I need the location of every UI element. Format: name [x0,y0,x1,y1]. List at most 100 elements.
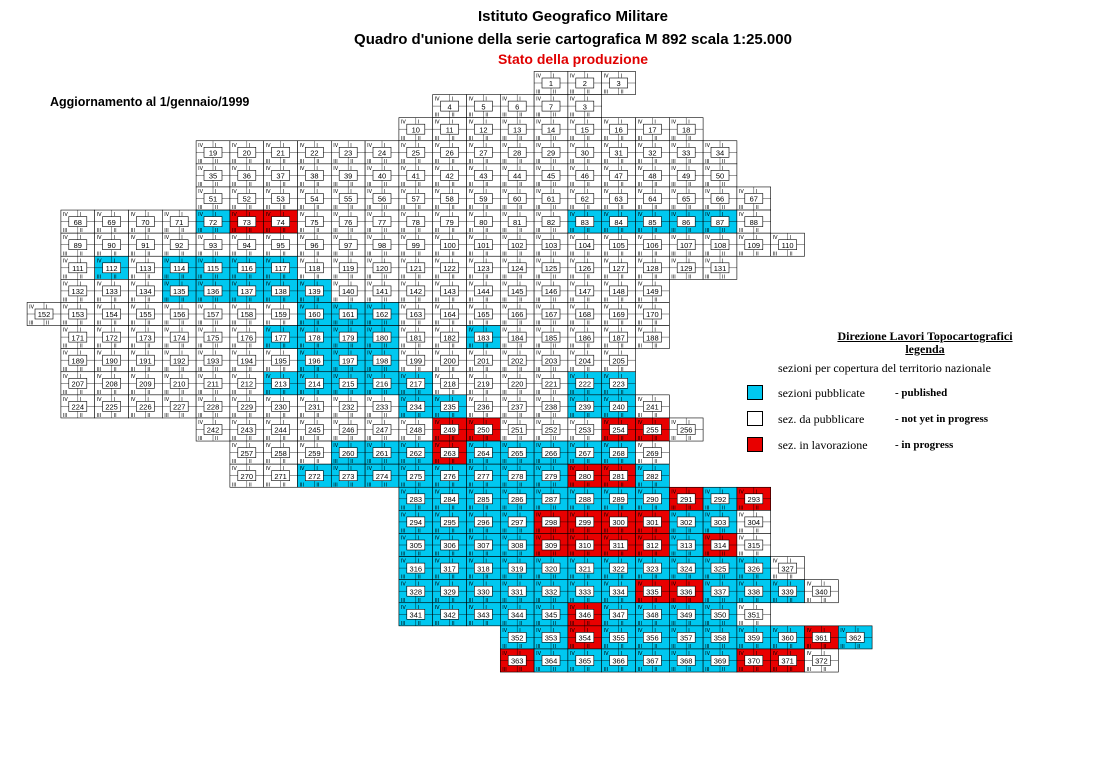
sheet-number: 281 [612,472,625,481]
quadrant-label: II [553,228,556,234]
quadrant-label: II [418,251,421,257]
sheet-number: 127 [612,264,625,273]
quadrant-label: III [604,667,608,673]
quadrant-label: II [181,274,184,280]
sheet-number: 106 [646,241,659,250]
sheet-number-box [440,216,459,227]
quadrant-label: IV [502,328,507,334]
quadrant-label: III [232,367,236,373]
quadrant-label: IV [570,628,575,634]
sheet-number: 309 [545,541,558,550]
sheet-number-box [136,308,155,320]
quadrant-label: IV [63,328,68,334]
quadrant-label: IV [671,120,676,126]
sheet-number: 43 [479,172,487,181]
sheet-number: 358 [714,634,727,643]
quadrant-label: III [266,274,270,280]
quadrant-label: I [114,304,115,310]
quadrant-label: II [384,344,387,350]
quadrant-label: II [452,344,455,350]
sheet-number: 131 [714,264,727,273]
quadrant-label: IV [198,143,203,149]
quadrant-label: III [536,274,540,280]
quadrant-label: I [485,120,486,126]
quadrant-label: IV [638,512,643,518]
sheet-number-box [541,77,561,89]
quadrant-label: III [164,390,168,396]
sheet-number: 44 [513,172,521,181]
sheet-number: 362 [849,634,862,643]
sheet-number-box [676,262,696,274]
quadrant-label: II [722,182,725,188]
sheet-number-box [406,331,426,343]
sheet-number-box [406,262,426,274]
sheet-number: 190 [105,356,118,365]
sheet-number-box [507,285,527,297]
quadrant-label: III [198,390,202,396]
quadrant-label: III [604,228,608,234]
quadrant-label: I [688,120,689,126]
quadrant-label: I [587,120,588,126]
quadrant-label: IV [671,420,676,426]
quadrant-label: II [114,228,117,234]
quadrant-label: IV [502,535,507,541]
quadrant-label: IV [570,73,575,79]
quadrant-label: IV [401,374,406,380]
sheet-number-box [507,123,527,135]
quadrant-label: I [316,258,317,264]
sheet-number: 364 [545,657,558,666]
quadrant-label: I [114,351,115,357]
quadrant-label: IV [266,212,271,218]
quadrant-label: III [131,274,135,280]
quadrant-label: III [604,297,608,303]
quadrant-label: I [418,351,419,357]
quadrant-label: II [384,367,387,373]
sheet-number: 60 [513,195,521,204]
quadrant-label: IV [97,304,102,310]
sheet-number-box [643,147,662,158]
sheet-number: 48 [648,172,656,181]
sheet-number-box [474,193,493,204]
sheet-number: 82 [547,218,555,227]
quadrant-label: III [502,344,506,350]
quadrant-label: IV [502,235,507,241]
sheet-number-box [474,100,493,112]
quadrant-label: I [418,328,419,334]
quadrant-label: III [570,251,574,257]
quadrant-label: III [469,113,473,119]
quadrant-label: II [756,228,759,234]
sheet-number-box [609,331,628,343]
sheet-number: 123 [477,264,490,273]
sheet-number: 135 [173,287,186,296]
quadrant-label: IV [739,489,744,495]
sheet-number-box [102,285,121,297]
sheet-number: 302 [680,518,693,527]
quadrant-label: IV [401,166,406,172]
sheet-number: 195 [274,356,287,365]
quadrant-label: IV [604,582,609,588]
sheet-number: 197 [342,356,355,365]
quadrant-label: III [232,159,236,165]
quadrant-label: II [519,274,522,280]
quadrant-label: I [215,304,216,310]
quadrant-label: IV [570,351,575,357]
sheet-number: 310 [579,541,592,550]
quadrant-label: II [215,228,218,234]
quadrant-label: IV [435,374,440,380]
quadrant-label: IV [367,212,372,218]
sheet-number: 175 [207,333,220,342]
quadrant-label: I [283,235,284,241]
